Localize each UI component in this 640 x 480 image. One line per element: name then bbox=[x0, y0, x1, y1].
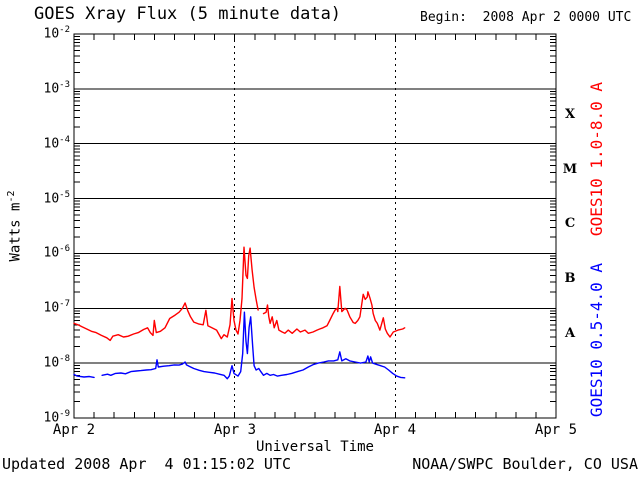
y-tick-1e-7: 10-7 bbox=[43, 299, 71, 316]
y-tick-1e-2: 10-2 bbox=[43, 25, 71, 42]
x-tick-apr5: Apr 5 bbox=[534, 422, 578, 438]
x-axis-label: Universal Time bbox=[255, 439, 374, 455]
flare-class-c: C bbox=[564, 216, 576, 231]
updated-timestamp: Updated 2008 Apr 4 01:15:02 UTC bbox=[2, 455, 291, 473]
y-tick-1e-8: 10-8 bbox=[43, 354, 71, 371]
y-tick-1e-5: 10-5 bbox=[43, 190, 71, 207]
y-tick-1e-3: 10-3 bbox=[43, 80, 71, 97]
flare-class-a: A bbox=[564, 326, 576, 341]
y-tick-1e-9: 10-9 bbox=[43, 409, 71, 426]
x-tick-apr3: Apr 3 bbox=[213, 422, 257, 438]
flare-class-x: X bbox=[564, 107, 576, 122]
series-label-short-channel: GOES10 0.5-4.0 A bbox=[587, 262, 606, 418]
short-channel-series-line bbox=[73, 311, 406, 380]
long-channel-series-line bbox=[73, 246, 406, 342]
x-tick-apr4: Apr 4 bbox=[373, 422, 417, 438]
flare-class-b: B bbox=[564, 271, 576, 286]
series-label-long-channel: GOES10 1.0-8.0 A bbox=[587, 81, 606, 237]
page-title: GOES Xray Flux (5 minute data) bbox=[34, 4, 342, 24]
axes-grid bbox=[73, 33, 557, 419]
y-axis-label: Watts m-2 bbox=[6, 190, 24, 262]
flare-class-m: M bbox=[562, 162, 578, 177]
y-tick-1e-4: 10-4 bbox=[43, 135, 71, 152]
source-attribution: NOAA/SWPC Boulder, CO USA bbox=[412, 455, 638, 473]
x-tick-apr2: Apr 2 bbox=[52, 422, 96, 438]
plot-border bbox=[73, 33, 557, 419]
begin-timestamp: Begin: 2008 Apr 2 0000 UTC bbox=[420, 10, 632, 25]
y-tick-1e-6: 10-6 bbox=[43, 244, 71, 261]
